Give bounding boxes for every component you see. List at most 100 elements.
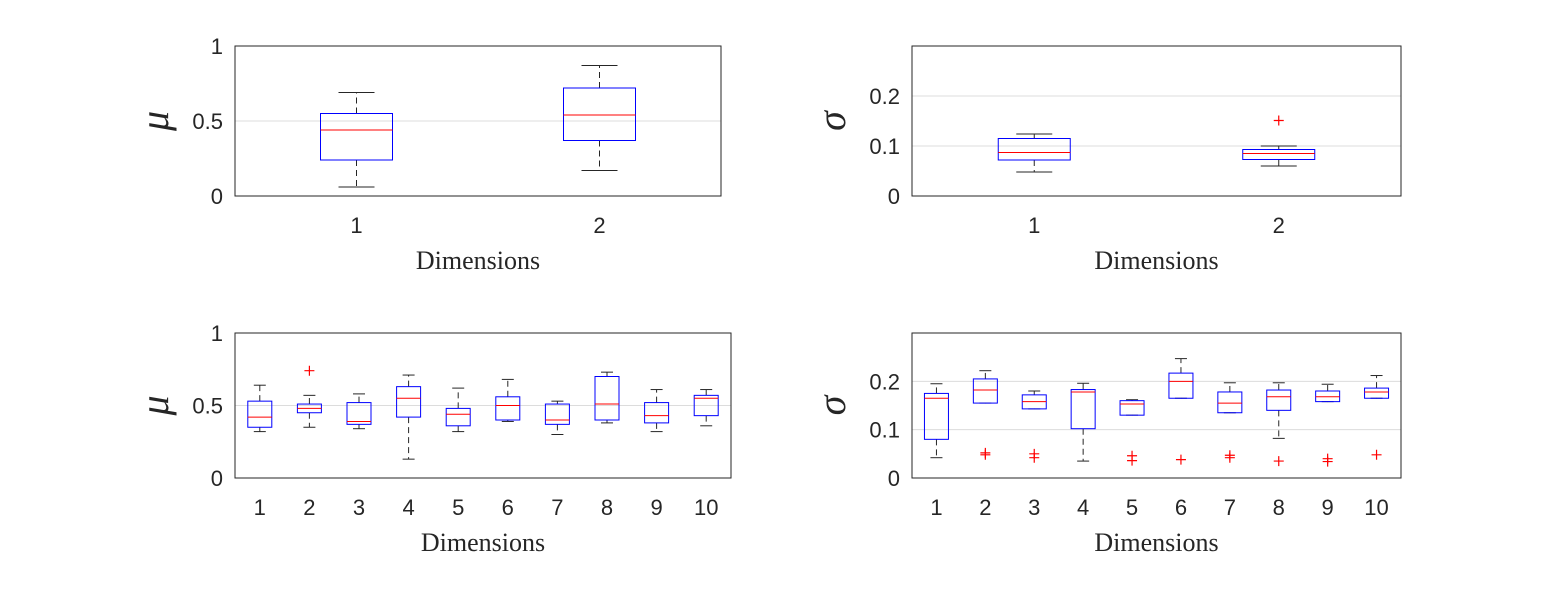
iqr-box <box>594 376 620 421</box>
panel-3-box-3 <box>346 393 372 430</box>
panel-3-box-5 <box>445 387 471 433</box>
panel-bottom-right-sigma: 0 0.1 0.2 1 2 3 4 5 6 7 8 9 10 Dimensions σ <box>809 332 1402 557</box>
iqr-box <box>563 87 636 141</box>
panel-4-box-5 <box>1119 399 1145 466</box>
panel-4-x-tick-label: 1 <box>930 495 942 520</box>
panel-3-x-tick-label: 3 <box>353 495 365 520</box>
iqr-box <box>346 402 372 425</box>
panel-2-x-tick-label: 2 <box>1273 213 1285 238</box>
iqr-box <box>693 394 719 417</box>
outlier-marker <box>1371 449 1382 460</box>
panel-3-box-4 <box>396 374 422 460</box>
panel-4-box-9 <box>1315 383 1341 467</box>
panel-2-y-tick-label: 0.1 <box>869 134 900 159</box>
iqr-box <box>544 403 570 425</box>
panel-1-y-axis-label: μ <box>132 111 177 132</box>
panel-3-box-7 <box>544 400 570 435</box>
panel-3-x-tick-label: 9 <box>650 495 662 520</box>
iqr-box <box>320 113 393 161</box>
panel-4-box-8 <box>1266 382 1292 467</box>
panel-1-y-tick-label: 0 <box>211 184 223 209</box>
panel-2-x-tick-label: 1 <box>1028 213 1040 238</box>
panel-4-x-tick-label: 2 <box>979 495 991 520</box>
panel-2-box-2 <box>1242 115 1316 167</box>
outlier-marker <box>1273 115 1284 126</box>
panel-4-box-4 <box>1070 382 1096 462</box>
iqr-box <box>1364 387 1390 399</box>
iqr-box <box>1070 389 1096 430</box>
panel-4-box-3 <box>1021 390 1047 463</box>
panel-4-x-tick-label: 6 <box>1175 495 1187 520</box>
iqr-box <box>445 407 471 427</box>
outlier-marker <box>980 449 991 460</box>
panel-3-x-tick-label: 8 <box>601 495 613 520</box>
panel-4-box-2 <box>972 370 998 460</box>
panel-3-x-tick-label: 5 <box>452 495 464 520</box>
outlier-marker <box>1322 456 1333 467</box>
panel-3-axes-frame <box>234 332 732 479</box>
panel-4-x-tick-label: 7 <box>1224 495 1236 520</box>
panel-3-x-tick-label: 2 <box>303 495 315 520</box>
panel-4-box-7 <box>1217 382 1243 463</box>
panel-1-box-1 <box>320 92 393 188</box>
outlier-marker <box>1273 456 1284 467</box>
iqr-box <box>247 400 273 428</box>
iqr-box <box>1242 149 1316 160</box>
outlier-marker <box>1175 454 1186 465</box>
outlier-marker <box>1127 455 1138 466</box>
panel-4-y-tick-label: 0.2 <box>869 369 900 394</box>
panel-top-right-sigma: 0 0.1 0.2 1 2 Dimensions σ <box>809 45 1402 275</box>
panel-2-y-tick-label: 0 <box>888 184 900 209</box>
panel-3-box-6 <box>495 378 521 422</box>
iqr-box <box>972 378 998 404</box>
panel-4-y-tick-label: 0 <box>888 466 900 491</box>
panel-4-x-tick-label: 10 <box>1364 495 1388 520</box>
panel-4-x-axis-label: Dimensions <box>1094 528 1218 557</box>
iqr-box <box>1217 391 1243 414</box>
panel-3-box-1 <box>247 384 273 433</box>
panel-1-x-tick-label: 2 <box>593 213 605 238</box>
iqr-box <box>1168 372 1194 399</box>
panel-4-x-tick-label: 8 <box>1273 495 1285 520</box>
panel-1-y-tick-label: 1 <box>211 34 223 59</box>
panel-3-x-tick-label: 6 <box>502 495 514 520</box>
panel-top-left-mu: 0 0.5 1 1 2 Dimensions μ <box>132 34 722 275</box>
iqr-box <box>644 402 670 424</box>
panel-2-y-tick-label: 0.2 <box>869 84 900 109</box>
panel-1-x-axis-label: Dimensions <box>416 246 540 275</box>
panel-3-y-tick-label: 0.5 <box>192 394 223 419</box>
panel-3-x-tick-label: 4 <box>402 495 414 520</box>
iqr-box <box>1119 400 1145 416</box>
panel-4-box-6 <box>1168 358 1194 465</box>
iqr-box <box>495 396 521 421</box>
panel-1-axes-frame <box>234 45 722 197</box>
panel-3-y-axis-label: μ <box>132 395 177 416</box>
panel-3-x-tick-label: 7 <box>551 495 563 520</box>
panel-4-y-axis-label: σ <box>809 394 854 415</box>
iqr-box <box>923 392 949 440</box>
panel-3-box-8 <box>594 371 620 424</box>
panel-2-box-1 <box>997 133 1071 173</box>
panel-2-y-axis-label: σ <box>809 110 854 131</box>
panel-4-axes-frame <box>911 332 1402 479</box>
panel-4-y-tick-label: 0.1 <box>869 418 900 443</box>
iqr-box <box>997 138 1071 161</box>
panel-3-y-tick-label: 0 <box>211 466 223 491</box>
outlier-marker <box>304 365 315 376</box>
iqr-box <box>1266 389 1292 411</box>
iqr-box <box>396 386 422 418</box>
panel-3-x-tick-label: 10 <box>694 495 718 520</box>
panel-4-x-tick-label: 3 <box>1028 495 1040 520</box>
panel-2-x-axis-label: Dimensions <box>1094 246 1218 275</box>
panel-2-axes-frame <box>911 45 1402 197</box>
panel-1-box-2 <box>563 65 636 171</box>
outlier-marker <box>1029 452 1040 463</box>
panel-3-x-tick-label: 1 <box>254 495 266 520</box>
panel-4-box-10 <box>1364 375 1390 460</box>
panel-4-box-1 <box>923 383 949 459</box>
panel-4-x-tick-label: 5 <box>1126 495 1138 520</box>
panel-1-y-tick-label: 0.5 <box>192 109 223 134</box>
panel-4-x-tick-label: 4 <box>1077 495 1089 520</box>
panel-4-x-tick-label: 9 <box>1322 495 1334 520</box>
